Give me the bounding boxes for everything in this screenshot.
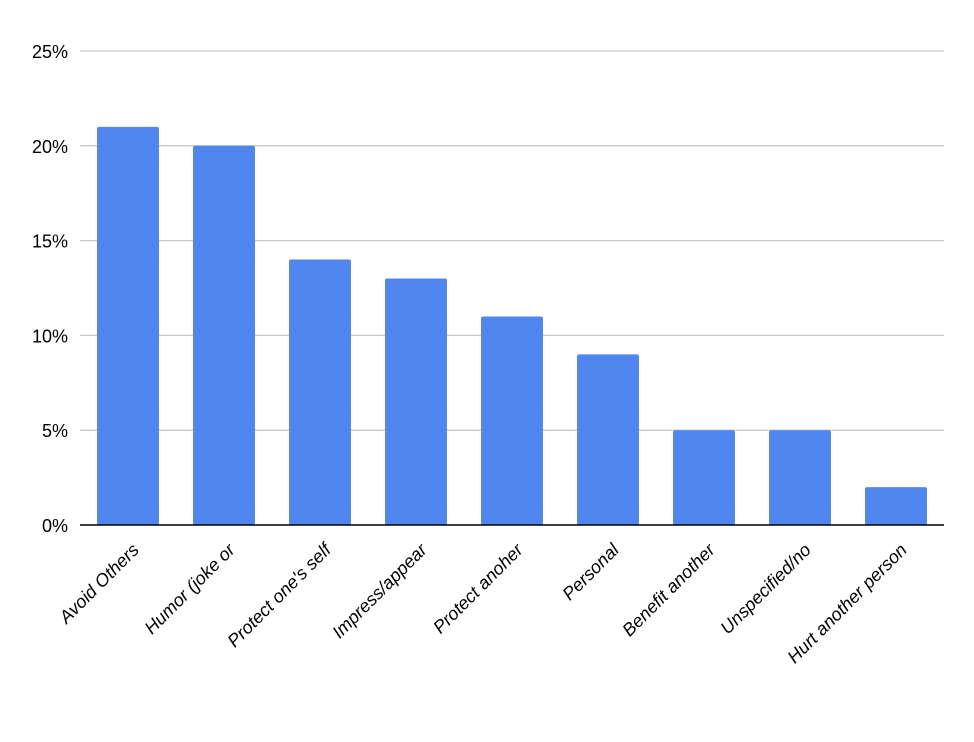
bar	[289, 259, 351, 525]
bar	[865, 487, 927, 525]
x-category-label: Benefit another	[618, 539, 719, 640]
bar	[193, 145, 255, 526]
y-tick-label: 20%	[32, 137, 68, 157]
bar	[97, 126, 159, 525]
x-category-label: Humor (joke or	[141, 539, 240, 638]
y-tick-label: 25%	[32, 42, 68, 62]
x-category-label: Protect one's self	[223, 538, 336, 651]
bars	[97, 126, 927, 526]
bar	[577, 354, 639, 525]
x-category-label: Avoid Others	[55, 540, 143, 628]
y-tick-label: 15%	[32, 232, 68, 252]
bar	[769, 430, 831, 525]
x-category-label: Protect anoher	[429, 539, 527, 637]
x-category-label: Impress/appear	[328, 539, 431, 642]
y-tick-label: 5%	[42, 421, 68, 441]
y-axis-tick-labels: 0% 5% 10% 15% 20% 25%	[32, 42, 68, 536]
y-tick-label: 10%	[32, 326, 68, 346]
bar	[385, 278, 447, 525]
x-category-label: Unspecified/no	[716, 540, 814, 638]
bar	[673, 430, 735, 525]
y-tick-label: 0%	[42, 516, 68, 536]
x-category-label: Personal	[558, 539, 623, 604]
bar	[481, 316, 543, 525]
